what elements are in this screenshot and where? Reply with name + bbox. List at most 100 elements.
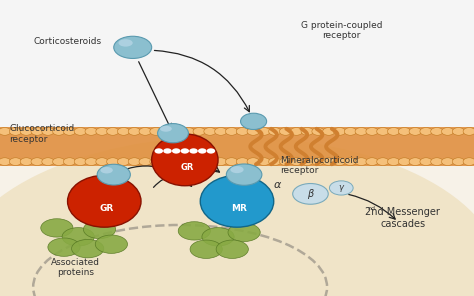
Circle shape <box>161 158 173 165</box>
Circle shape <box>344 128 356 135</box>
Circle shape <box>118 158 130 165</box>
Ellipse shape <box>230 166 244 173</box>
Circle shape <box>31 158 43 165</box>
Circle shape <box>215 158 227 165</box>
Circle shape <box>269 128 281 135</box>
Circle shape <box>312 128 324 135</box>
Circle shape <box>290 158 302 165</box>
Circle shape <box>74 158 87 165</box>
Circle shape <box>431 128 443 135</box>
Ellipse shape <box>0 136 474 296</box>
Ellipse shape <box>228 223 260 242</box>
Circle shape <box>236 128 248 135</box>
Circle shape <box>366 158 378 165</box>
Circle shape <box>226 128 238 135</box>
Circle shape <box>85 128 97 135</box>
Circle shape <box>258 128 270 135</box>
Circle shape <box>323 158 335 165</box>
Circle shape <box>189 148 198 154</box>
Circle shape <box>441 158 454 165</box>
Ellipse shape <box>160 126 172 132</box>
Circle shape <box>420 158 432 165</box>
Circle shape <box>193 158 205 165</box>
Circle shape <box>377 128 389 135</box>
Circle shape <box>280 128 292 135</box>
Bar <box>0 127 474 166</box>
Circle shape <box>334 128 346 135</box>
Circle shape <box>215 128 227 135</box>
Circle shape <box>20 128 33 135</box>
Circle shape <box>280 158 292 165</box>
Circle shape <box>74 128 87 135</box>
Ellipse shape <box>100 167 113 173</box>
Circle shape <box>258 158 270 165</box>
Circle shape <box>377 158 389 165</box>
Text: 2nd Messenger
cascades: 2nd Messenger cascades <box>365 207 440 229</box>
Text: GR: GR <box>100 204 114 213</box>
Ellipse shape <box>118 39 133 47</box>
Circle shape <box>172 158 184 165</box>
Circle shape <box>181 148 189 154</box>
Circle shape <box>463 128 474 135</box>
Circle shape <box>182 158 194 165</box>
Circle shape <box>198 148 207 154</box>
Text: γ: γ <box>339 184 344 192</box>
Circle shape <box>85 158 97 165</box>
Ellipse shape <box>97 164 130 185</box>
Ellipse shape <box>227 164 262 185</box>
Circle shape <box>107 158 119 165</box>
Circle shape <box>53 128 65 135</box>
Circle shape <box>96 128 108 135</box>
Circle shape <box>128 158 140 165</box>
Circle shape <box>150 158 162 165</box>
Circle shape <box>139 158 151 165</box>
Circle shape <box>269 158 281 165</box>
Ellipse shape <box>83 220 116 239</box>
Circle shape <box>409 128 421 135</box>
Circle shape <box>20 158 33 165</box>
Circle shape <box>452 128 465 135</box>
Ellipse shape <box>114 36 152 59</box>
Circle shape <box>431 158 443 165</box>
Circle shape <box>0 128 11 135</box>
Ellipse shape <box>178 222 210 240</box>
Bar <box>0 0 474 127</box>
Ellipse shape <box>72 239 104 258</box>
Text: β: β <box>307 189 314 199</box>
Circle shape <box>64 128 76 135</box>
Ellipse shape <box>200 175 274 227</box>
Circle shape <box>387 158 400 165</box>
Text: MR: MR <box>231 204 247 213</box>
Circle shape <box>301 128 313 135</box>
Circle shape <box>204 158 216 165</box>
Circle shape <box>312 158 324 165</box>
Text: Glucocorticoid
receptor: Glucocorticoid receptor <box>9 124 75 144</box>
Circle shape <box>193 128 205 135</box>
Ellipse shape <box>240 113 266 130</box>
Circle shape <box>42 158 54 165</box>
Circle shape <box>452 158 465 165</box>
Ellipse shape <box>67 175 141 227</box>
Circle shape <box>155 148 163 154</box>
Circle shape <box>53 158 65 165</box>
Circle shape <box>366 128 378 135</box>
Circle shape <box>409 158 421 165</box>
Ellipse shape <box>95 235 128 253</box>
Ellipse shape <box>202 228 234 246</box>
Circle shape <box>161 128 173 135</box>
Ellipse shape <box>62 228 94 246</box>
Circle shape <box>226 158 238 165</box>
Text: Associated
proteins: Associated proteins <box>51 258 100 277</box>
Circle shape <box>182 128 194 135</box>
Circle shape <box>163 148 172 154</box>
Circle shape <box>398 158 410 165</box>
Circle shape <box>247 128 259 135</box>
Circle shape <box>128 128 140 135</box>
Circle shape <box>247 158 259 165</box>
Circle shape <box>207 148 215 154</box>
Circle shape <box>323 128 335 135</box>
Circle shape <box>150 128 162 135</box>
Ellipse shape <box>293 184 328 204</box>
Circle shape <box>139 128 151 135</box>
Circle shape <box>344 158 356 165</box>
